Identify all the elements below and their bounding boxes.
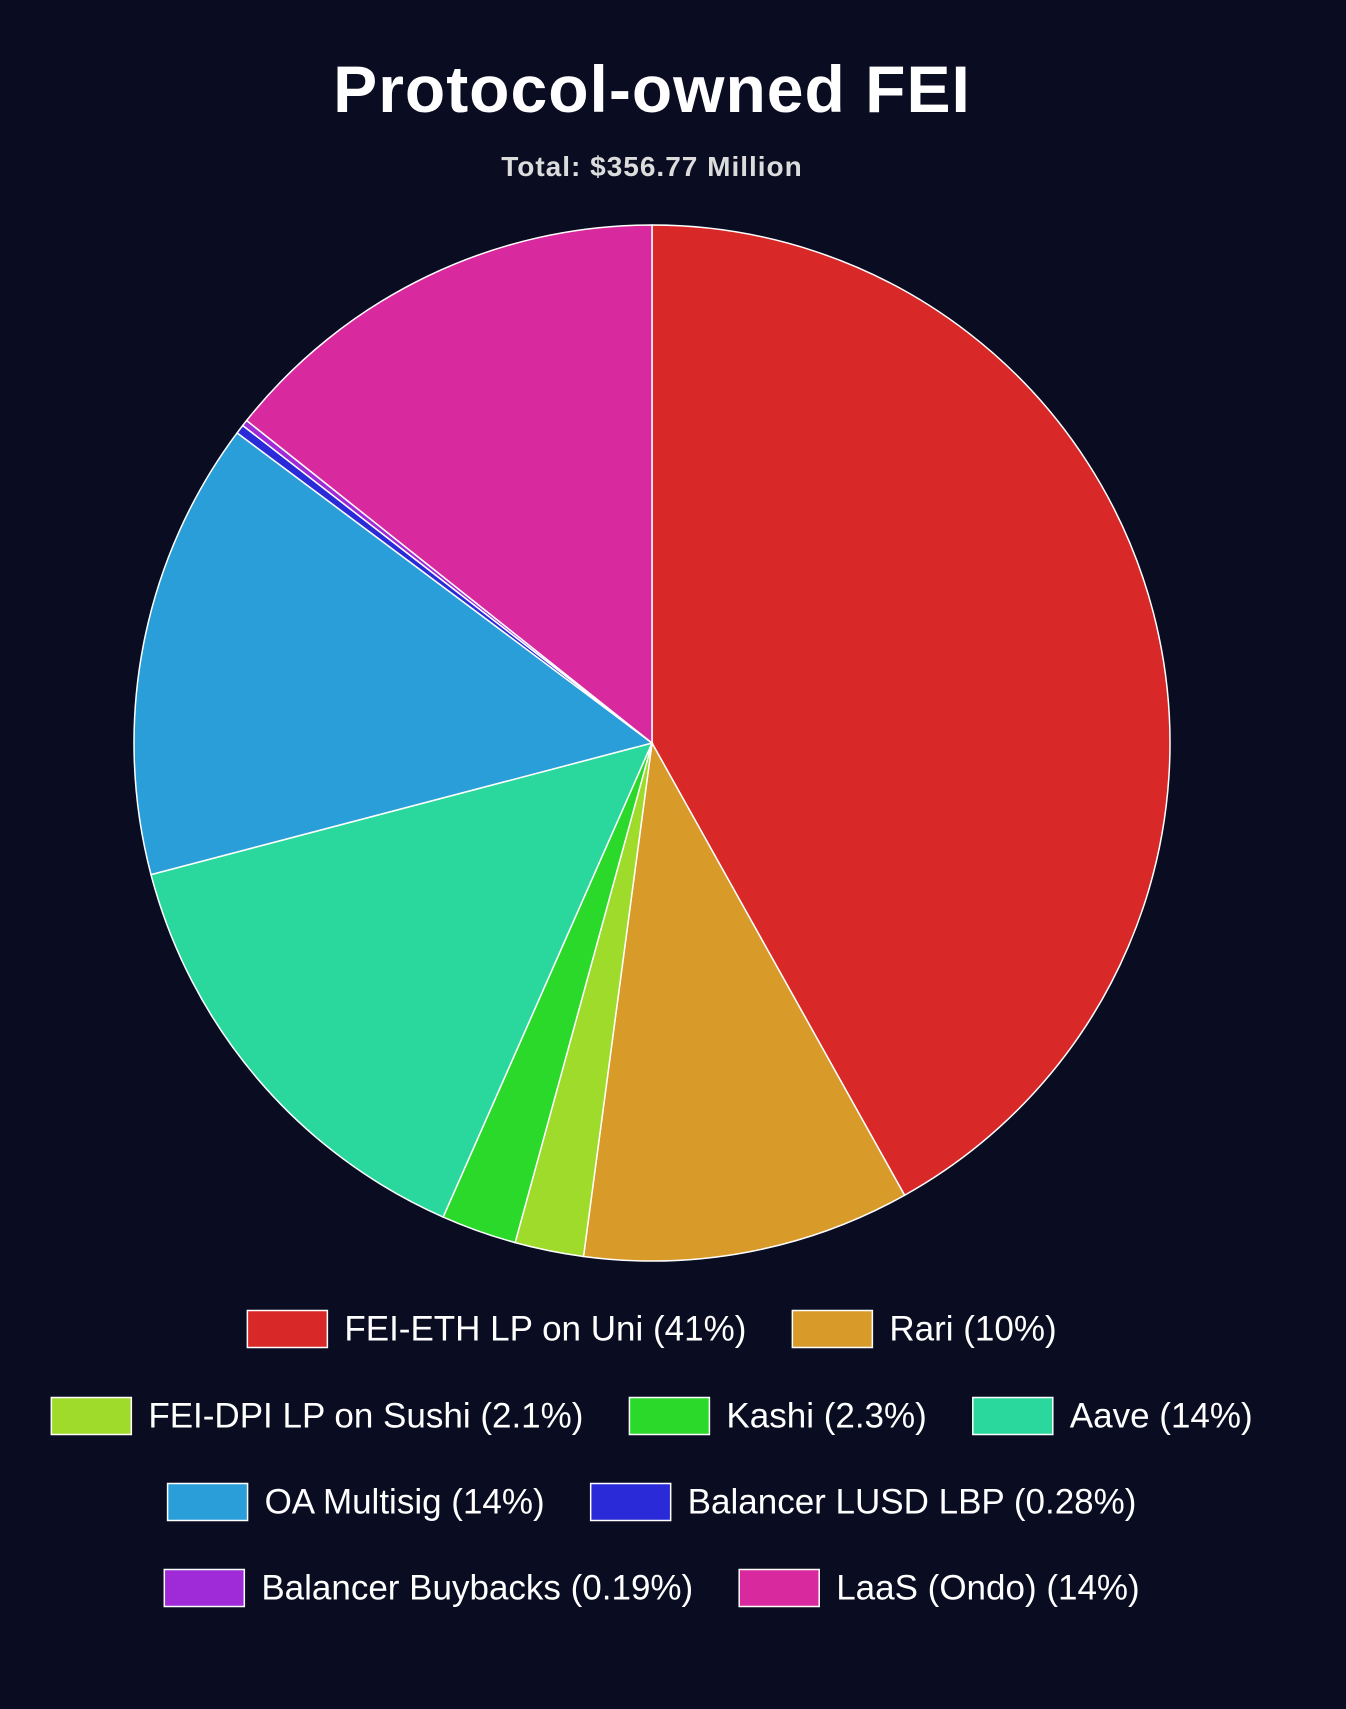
legend-label: Rari (10%) <box>889 1309 1056 1348</box>
legend-label: Balancer LUSD LBP (0.28%) <box>688 1482 1137 1521</box>
legend-swatch <box>589 1482 672 1522</box>
legend-swatch <box>163 1568 246 1608</box>
pie-slice <box>133 431 654 876</box>
legend-item: Aave (14%) <box>972 1396 1253 1436</box>
legend-label: Aave (14%) <box>1070 1396 1253 1435</box>
legend-label: FEI-DPI LP on Sushi (2.1%) <box>148 1396 583 1435</box>
pie-slice <box>245 224 653 745</box>
legend-item: LaaS (Ondo) (14%) <box>738 1568 1140 1608</box>
legend-item: Rari (10%) <box>791 1309 1057 1349</box>
pie-slice <box>651 224 1171 1197</box>
chart-subtitle: Total: $356.77 Million <box>501 151 803 182</box>
legend-item: Kashi (2.3%) <box>628 1396 927 1436</box>
legend-label: LaaS (Ondo) (14%) <box>836 1568 1139 1607</box>
legend-swatch <box>791 1309 874 1349</box>
legend-swatch <box>628 1396 711 1436</box>
legend-label: FEI-ETH LP on Uni (41%) <box>344 1309 746 1348</box>
legend: FEI-ETH LP on Uni (41%) Rari (10%) FEI-DPI… <box>50 1309 1253 1608</box>
legend-label: Kashi (2.3%) <box>726 1396 926 1435</box>
legend-item: FEI-DPI LP on Sushi (2.1%) <box>50 1396 583 1436</box>
legend-item: Balancer LUSD LBP (0.28%) <box>589 1482 1137 1522</box>
legend-item: FEI-ETH LP on Uni (41%) <box>246 1309 746 1349</box>
pie-slice <box>150 741 654 1219</box>
legend-swatch <box>166 1482 249 1522</box>
pie-slice <box>582 740 906 1262</box>
legend-swatch <box>738 1568 820 1608</box>
legend-swatch <box>972 1396 1054 1436</box>
legend-item: OA Multisig (14%) <box>166 1482 545 1522</box>
legend-item: Balancer Buybacks (0.19%) <box>163 1568 693 1608</box>
legend-swatch <box>246 1309 329 1349</box>
chart-title: Protocol-owned FEI <box>333 52 971 126</box>
pie <box>133 224 1171 1262</box>
legend-label: OA Multisig (14%) <box>265 1482 545 1521</box>
legend-swatch <box>50 1396 133 1436</box>
legend-label: Balancer Buybacks (0.19%) <box>261 1568 693 1607</box>
